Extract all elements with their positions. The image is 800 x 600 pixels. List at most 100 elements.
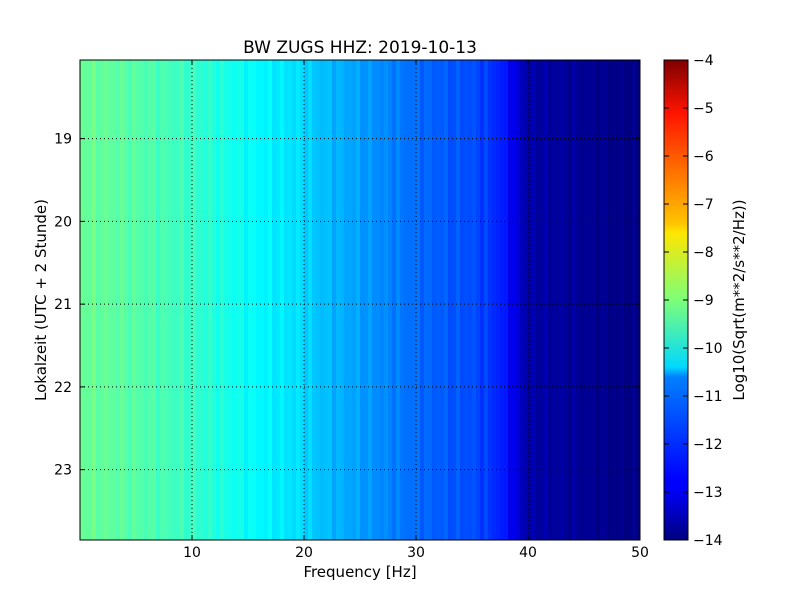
- spectrogram-column: [588, 60, 593, 540]
- spectrogram-column: [520, 60, 525, 540]
- spectrogram-column: [100, 60, 105, 540]
- spectrogram-column: [528, 60, 533, 540]
- spectrogram-column: [392, 60, 397, 540]
- spectrogram-column: [324, 60, 329, 540]
- spectrogram-column: [620, 60, 625, 540]
- spectrogram-column: [480, 60, 485, 540]
- spectrogram-column: [552, 60, 557, 540]
- spectrogram-column: [444, 60, 449, 540]
- spectrogram-column: [344, 60, 349, 540]
- colorbar-tick-label: −14: [693, 533, 723, 549]
- spectrogram-column: [224, 60, 229, 540]
- spectrogram-column: [244, 60, 249, 540]
- spectrogram-column: [604, 60, 609, 540]
- spectrogram-column: [172, 60, 177, 540]
- plot-frame: [79, 59, 641, 541]
- chart-title: BW ZUGS HHZ: 2019-10-13: [243, 38, 477, 58]
- spectrogram-column: [232, 60, 237, 540]
- spectrogram-column: [548, 60, 553, 540]
- x-tick-label: 40: [519, 545, 537, 561]
- plot-area: [79, 59, 641, 541]
- spectrogram-column: [388, 60, 393, 540]
- colorbar-tick-label: −12: [693, 437, 723, 453]
- spectrogram-column: [196, 60, 201, 540]
- spectrogram-column: [536, 60, 541, 540]
- x-tick-label: 10: [183, 545, 201, 561]
- colorbar-label: Log10(Sqrt(m**2/s**2/Hz)): [730, 199, 748, 400]
- spectrogram-column: [108, 60, 113, 540]
- colorbar-tick-label: −8: [693, 245, 714, 261]
- spectrogram-column: [348, 60, 353, 540]
- spectrogram-column: [292, 60, 297, 540]
- y-tick-label: 21: [54, 297, 72, 313]
- spectrogram-column: [208, 60, 213, 540]
- spectrogram-column: [568, 60, 573, 540]
- spectrogram-column: [248, 60, 253, 540]
- spectrogram-column: [584, 60, 589, 540]
- spectrogram-column: [420, 60, 425, 540]
- spectrogram-column: [184, 60, 189, 540]
- spectrogram-column: [376, 60, 381, 540]
- spectrogram-column: [156, 60, 161, 540]
- spectrogram-column: [268, 60, 273, 540]
- spectrogram-column: [612, 60, 617, 540]
- spectrogram-column: [132, 60, 137, 540]
- x-axis-label: Frequency [Hz]: [303, 563, 416, 581]
- spectrogram-column: [336, 60, 341, 540]
- x-tick-label: 20: [295, 545, 313, 561]
- spectrogram-column: [200, 60, 205, 540]
- spectrogram-column: [576, 60, 581, 540]
- spectrogram-column: [396, 60, 401, 540]
- spectrogram-column: [488, 60, 493, 540]
- spectrogram-column: [504, 60, 509, 540]
- spectrogram-image: [80, 60, 640, 540]
- colorbar-tick-label: −4: [693, 53, 714, 69]
- spectrogram-column: [508, 60, 513, 540]
- spectrogram-column: [216, 60, 221, 540]
- spectrogram-column: [180, 60, 185, 540]
- spectrogram-column: [212, 60, 217, 540]
- spectrogram-column: [516, 60, 521, 540]
- spectrogram-column: [544, 60, 549, 540]
- spectrogram-column: [252, 60, 257, 540]
- spectrogram-column: [592, 60, 597, 540]
- colorbar-tick-label: −11: [693, 389, 723, 405]
- spectrogram-column: [616, 60, 621, 540]
- spectrogram-column: [304, 60, 309, 540]
- spectrogram-column: [428, 60, 433, 540]
- spectrogram-column: [596, 60, 601, 540]
- spectrogram-column: [512, 60, 517, 540]
- spectrogram-column: [296, 60, 301, 540]
- spectrogram-column: [524, 60, 529, 540]
- spectrogram-column: [272, 60, 277, 540]
- spectrogram-column: [104, 60, 109, 540]
- spectrogram-column: [256, 60, 261, 540]
- colorbar-ticks: −4 −5 −6 −7 −8 −9 −10 −11 −12 −13 −14: [664, 53, 723, 549]
- spectrogram-column: [448, 60, 453, 540]
- y-axis-label: Lokalzeit (UTC + 2 Stunde): [32, 199, 50, 401]
- x-tick-label: 30: [407, 545, 425, 561]
- colorbar-tick-label: −13: [693, 485, 723, 501]
- grid-lines: [80, 60, 640, 540]
- spectrogram-column: [452, 60, 457, 540]
- spectrogram-column: [220, 60, 225, 540]
- y-tick-label: 22: [54, 380, 72, 396]
- spectrogram-column: [284, 60, 289, 540]
- spectrogram-column: [364, 60, 369, 540]
- spectrogram-column: [368, 60, 373, 540]
- spectrogram-column: [404, 60, 409, 540]
- colorbar: −4 −5 −6 −7 −8 −9 −10 −11 −12 −13 −14 Log10(Sqrt(m…: [663, 53, 748, 549]
- spectrogram-column: [564, 60, 569, 540]
- spectrogram-column: [440, 60, 445, 540]
- colorbar-tick-label: −9: [693, 293, 714, 309]
- spectrogram-column: [500, 60, 505, 540]
- spectrogram-column: [380, 60, 385, 540]
- spectrogram-column: [600, 60, 605, 540]
- spectrogram-column: [152, 60, 157, 540]
- y-tick-label: 19: [54, 132, 72, 148]
- spectrogram-column: [228, 60, 233, 540]
- spectrogram-column: [168, 60, 173, 540]
- spectrogram-column: [120, 60, 125, 540]
- spectrogram-column: [384, 60, 389, 540]
- spectrogram-column: [424, 60, 429, 540]
